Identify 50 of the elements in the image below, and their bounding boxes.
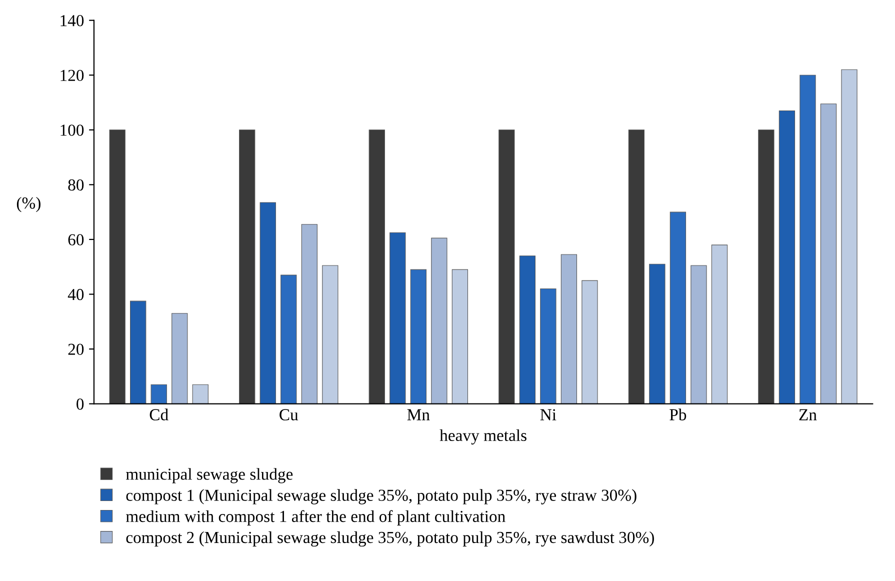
y-tick-label: 0	[76, 398, 84, 410]
legend-label: medium with compost 1 after the end of plant cultivation	[126, 510, 506, 526]
bar	[431, 238, 448, 404]
x-tick-label: Pb	[670, 408, 686, 420]
bar	[560, 254, 578, 404]
y-tick-label: 140	[60, 15, 84, 26]
x-tick-label: Cu	[280, 409, 298, 420]
bar	[260, 202, 276, 404]
bar	[280, 274, 297, 404]
y-axis-title: (%)	[16, 196, 40, 212]
y-tick-label: 80	[68, 179, 84, 191]
y-tick-label: 20	[68, 344, 84, 355]
legend-label: compost 1 (Municipal sewage sludge 35%, potato pulp 35%, rye straw 30%)	[126, 489, 636, 504]
bar	[690, 265, 707, 404]
y-tick-label: 60	[68, 234, 84, 246]
bar	[800, 74, 816, 404]
bar	[711, 244, 728, 404]
bar	[390, 232, 406, 404]
x-axis-title: heavy metals	[440, 429, 526, 444]
y-tick-label: 40	[68, 288, 84, 300]
legend-label: compost 2 (Municipal sewage sludge 35%, potato pulp 35%, rye sawdust 30%)	[126, 531, 654, 547]
bar	[301, 224, 318, 404]
bar	[778, 110, 796, 404]
legend-label: municipal sewage sludge	[126, 468, 293, 484]
y-tick-label: 120	[60, 70, 84, 82]
bar	[192, 384, 208, 404]
bar	[628, 130, 644, 404]
bar	[452, 269, 468, 404]
bar	[109, 130, 126, 404]
bar	[368, 130, 385, 404]
y-tick-label: 100	[60, 124, 84, 136]
bar	[820, 104, 837, 404]
bar	[519, 256, 536, 404]
bar	[670, 212, 686, 404]
bar	[150, 384, 167, 404]
x-tick-label: Mn	[407, 409, 430, 420]
bar	[410, 269, 426, 404]
bar	[498, 130, 515, 404]
x-tick-label: Zn	[799, 409, 817, 420]
bar	[130, 300, 146, 404]
bar	[239, 130, 256, 404]
bar	[758, 130, 774, 404]
x-tick-label: Ni	[540, 409, 556, 420]
bar	[649, 264, 666, 404]
bar	[582, 280, 598, 404]
bar	[322, 265, 338, 404]
bar	[172, 313, 188, 404]
bar	[841, 69, 858, 404]
bar	[540, 288, 556, 404]
x-tick-label: Cd	[150, 408, 168, 420]
